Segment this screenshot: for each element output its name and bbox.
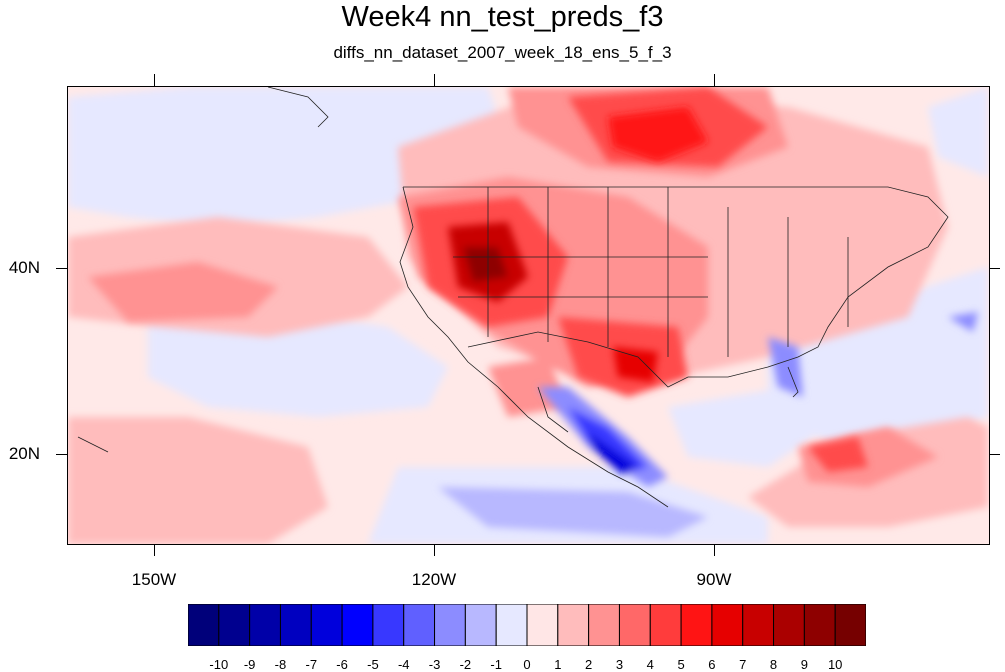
colorbar-box [372,604,405,646]
colorbar-label: -2 [459,657,472,672]
anomaly-blue-regions [438,312,978,537]
lat-label-40n: 40N [8,258,40,277]
colorbar-box [218,604,251,646]
lat-label-20n: 20N [8,444,40,463]
colorbar-box [341,604,374,646]
colorbar-box [649,604,682,646]
plot-subtitle: diffs_nn_dataset_2007_week_18_ens_5_f_3 [333,43,672,62]
colorbar-label: -6 [336,657,348,672]
lon-tick-150w-bottom [154,544,155,556]
colorbar-label: -10 [209,657,229,672]
colorbar-label: 10 [827,657,843,672]
coastlines-and-borders [77,87,949,508]
colorbar-label: 9 [800,657,808,672]
colorbar-box [711,604,744,646]
plot-title: Week4 nn_test_preds_f3 [341,1,664,33]
colorbar-label: 3 [615,657,624,672]
colorbar-label: -4 [397,657,410,672]
map-plot [67,86,990,545]
colorbar-label: 2 [585,657,593,672]
lat-tick-20n-left [56,454,67,455]
lon-tick-90w-bottom [714,544,715,556]
colorbar-box [834,604,866,646]
lon-label-120w: 120W [411,570,457,589]
colorbar-label: -5 [367,657,379,672]
colorbar-box [188,604,220,646]
colorbar-label: -7 [305,657,318,672]
colorbar-label: 5 [677,657,685,672]
colorbar-label: 0 [523,657,531,672]
lon-label-150w: 150W [131,570,177,589]
anomaly-map [68,87,989,544]
colorbar-box [773,604,805,646]
colorbar-box [742,604,775,646]
lat-tick-20n-right [989,454,1000,455]
colorbar-box [495,604,528,646]
colorbar-box [434,604,466,646]
colorbar-box [618,604,651,646]
lon-tick-120w-top [434,74,435,86]
colorbar-label: 1 [554,657,562,672]
colorbar-box [279,604,312,646]
colorbar-label: -3 [428,657,441,672]
colorbar-label: 6 [708,657,716,672]
colorbar-box [403,604,436,646]
lon-tick-150w-top [154,74,155,86]
colorbar-box [557,604,590,646]
anomaly-light-blue-regions [68,87,988,544]
lat-tick-40n-left [56,268,67,269]
colorbar-box [464,604,497,646]
colorbar [188,604,866,646]
colorbar-label: 4 [646,657,654,672]
colorbar-label: -1 [490,657,502,672]
colorbar-box [249,604,281,646]
colorbar-box [310,604,343,646]
lon-tick-90w-top [714,74,715,86]
colorbar-label: 8 [769,657,778,672]
colorbar-box [680,604,713,646]
colorbar-box [526,604,559,646]
lon-tick-120w-bottom [434,544,435,556]
colorbar-box [803,604,836,646]
colorbar-box [588,604,620,646]
lon-label-90w: 90W [696,570,732,589]
colorbar-label: 7 [739,657,747,672]
colorbar-label: -9 [243,657,256,672]
colorbar-label: -8 [274,657,287,672]
lat-tick-40n-right [989,268,1000,269]
